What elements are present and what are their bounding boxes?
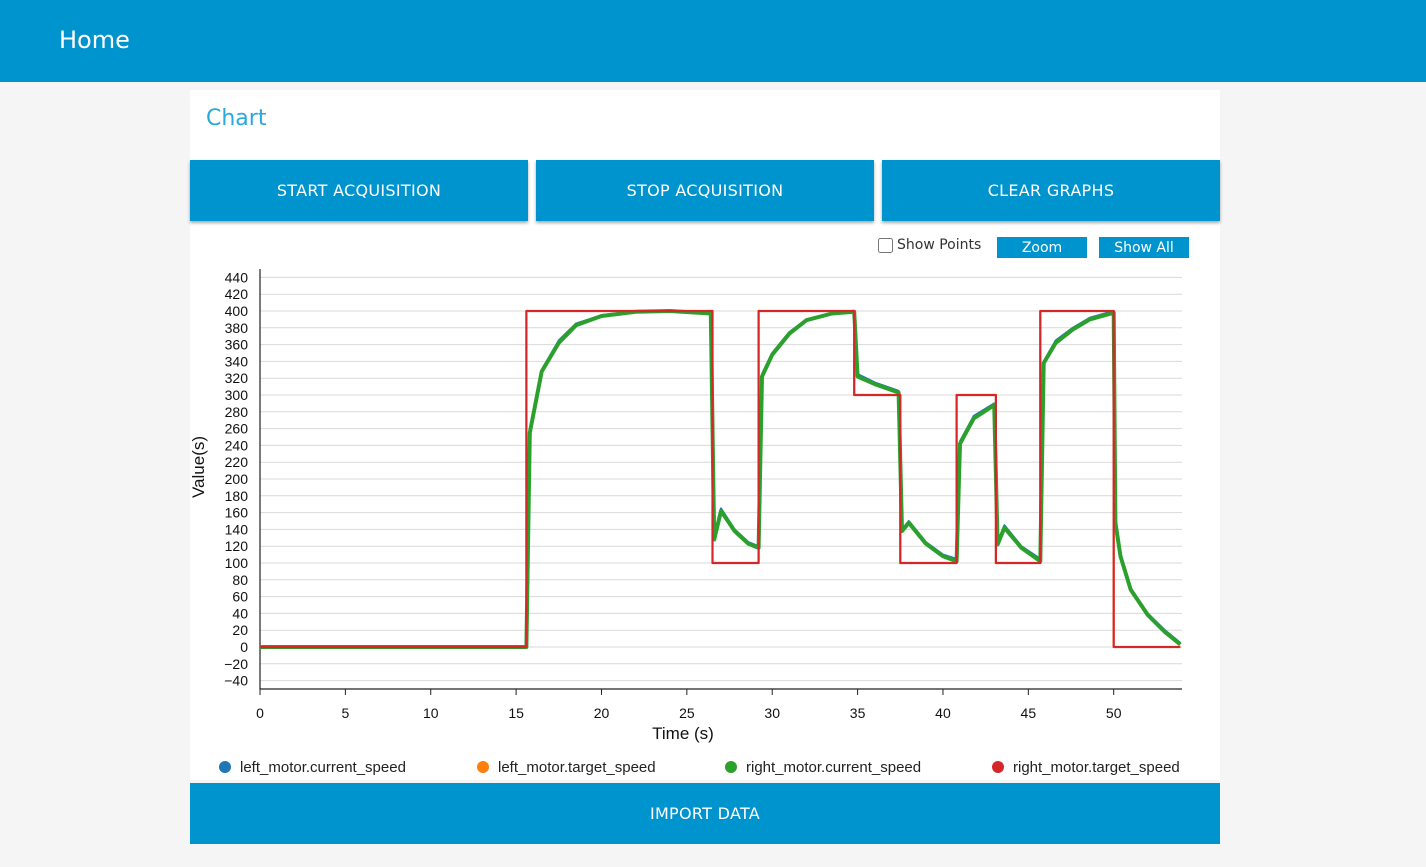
legend-label[interactable]: right_motor.current_speed (746, 759, 921, 776)
y-tick-label: 100 (225, 555, 249, 571)
y-tick-label: 220 (225, 454, 249, 470)
y-tick-label: 240 (225, 437, 249, 453)
y-tick-label: 200 (225, 471, 249, 487)
legend-marker (219, 761, 231, 773)
chart-card: Chart START ACQUISITION STOP ACQUISITION… (190, 90, 1220, 780)
x-tick-label: 20 (594, 705, 610, 721)
zoom-button[interactable]: Zoom (997, 237, 1087, 258)
header-title: Home (59, 26, 130, 54)
y-tick-label: 360 (225, 337, 249, 353)
y-tick-label: 180 (225, 488, 249, 504)
y-tick-label: −40 (224, 673, 248, 689)
line-chart[interactable]: −40−200204060801001201401601802002202402… (180, 260, 1210, 780)
x-tick-label: 50 (1106, 705, 1122, 721)
x-tick-label: 10 (423, 705, 439, 721)
y-tick-label: 400 (225, 303, 249, 319)
y-tick-label: 260 (225, 421, 249, 437)
card-title: Chart (206, 106, 267, 131)
y-tick-label: −20 (224, 656, 248, 672)
y-tick-label: 300 (225, 387, 249, 403)
start-acquisition-button[interactable]: START ACQUISITION (190, 160, 528, 221)
y-tick-label: 160 (225, 505, 249, 521)
x-tick-label: 5 (341, 705, 349, 721)
app-header: Home (0, 0, 1426, 82)
y-tick-label: 40 (232, 605, 248, 621)
legend-label[interactable]: right_motor.target_speed (1013, 759, 1180, 776)
y-tick-label: 280 (225, 404, 249, 420)
legend-marker (992, 761, 1004, 773)
y-tick-label: 20 (232, 622, 248, 638)
legend-label[interactable]: left_motor.current_speed (240, 759, 406, 776)
y-tick-label: 120 (225, 538, 249, 554)
legend-marker (477, 761, 489, 773)
y-tick-label: 420 (225, 286, 249, 302)
show-points-label: Show Points (897, 237, 982, 253)
x-tick-label: 35 (850, 705, 866, 721)
show-all-button[interactable]: Show All (1099, 237, 1189, 258)
y-tick-label: 0 (240, 639, 248, 655)
x-tick-label: 30 (764, 705, 780, 721)
y-tick-label: 80 (232, 572, 248, 588)
x-axis-label: Time (s) (652, 724, 714, 743)
y-tick-label: 340 (225, 353, 249, 369)
legend-marker (725, 761, 737, 773)
x-tick-label: 0 (256, 705, 264, 721)
show-points-toggle[interactable]: Show Points (878, 237, 981, 253)
series-line-right-motor-target-speed (260, 309, 1181, 649)
x-tick-label: 25 (679, 705, 695, 721)
y-tick-label: 320 (225, 370, 249, 386)
show-points-checkbox[interactable] (878, 237, 893, 253)
y-tick-label: 380 (225, 320, 249, 336)
clear-graphs-button[interactable]: CLEAR GRAPHS (882, 160, 1220, 221)
y-axis-label: Value(s) (189, 436, 208, 498)
x-tick-label: 15 (508, 705, 524, 721)
stop-acquisition-button[interactable]: STOP ACQUISITION (536, 160, 874, 221)
x-tick-label: 45 (1021, 705, 1037, 721)
y-tick-label: 440 (225, 269, 249, 285)
y-tick-label: 60 (232, 589, 248, 605)
y-tick-label: 140 (225, 521, 249, 537)
x-tick-label: 40 (935, 705, 951, 721)
import-data-button[interactable]: IMPORT DATA (190, 783, 1220, 844)
legend-label[interactable]: left_motor.target_speed (498, 759, 656, 776)
